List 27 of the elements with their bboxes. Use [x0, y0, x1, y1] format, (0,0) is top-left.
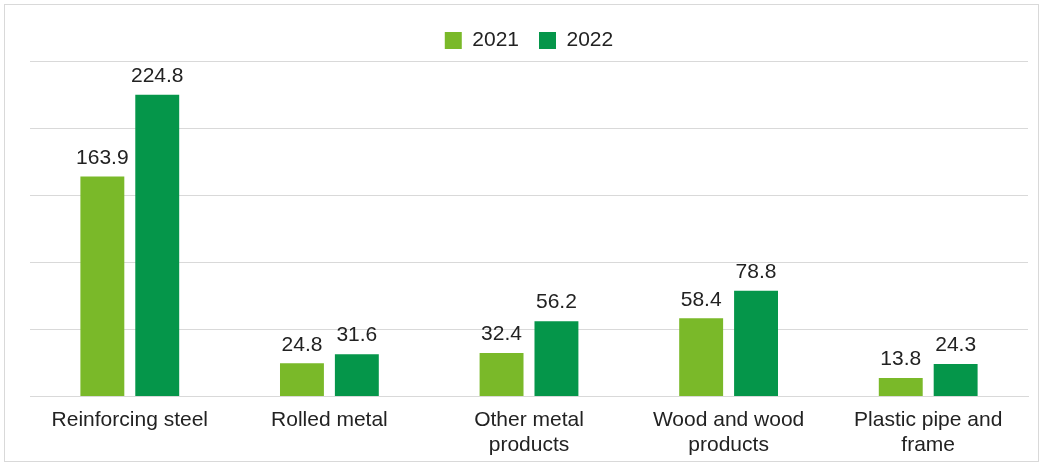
- data-label: 58.4: [680, 286, 722, 310]
- data-label: 24.8: [281, 331, 323, 355]
- bar: [135, 94, 180, 397]
- bar: [734, 290, 778, 397]
- bar: [280, 363, 324, 397]
- bar: [878, 378, 923, 397]
- x-tick-label: Rolled metal: [271, 407, 388, 430]
- legend-label: 2022: [566, 27, 614, 51]
- bar: [679, 318, 724, 397]
- data-label: 224.8: [130, 63, 184, 87]
- x-tick-label: Reinforcing steel: [51, 407, 209, 430]
- x-tick-label: Plastic pipe and frame: [854, 407, 1003, 456]
- legend-label: 2021: [472, 27, 519, 51]
- data-label: 32.4: [481, 321, 523, 345]
- data-label: 13.8: [880, 346, 922, 370]
- data-label: 78.8: [735, 259, 777, 283]
- data-label: 31.6: [336, 322, 378, 346]
- data-label: 56.2: [536, 289, 577, 313]
- bar: [479, 353, 524, 397]
- bar: [80, 176, 125, 397]
- x-tick-label: Other metal products: [474, 407, 584, 456]
- data-label: 24.3: [935, 332, 977, 356]
- bar: [534, 321, 579, 397]
- x-tick-label: Wood and wood products: [652, 407, 805, 456]
- bar: [334, 354, 379, 397]
- data-label: 163.9: [76, 144, 129, 168]
- bar: [933, 363, 978, 397]
